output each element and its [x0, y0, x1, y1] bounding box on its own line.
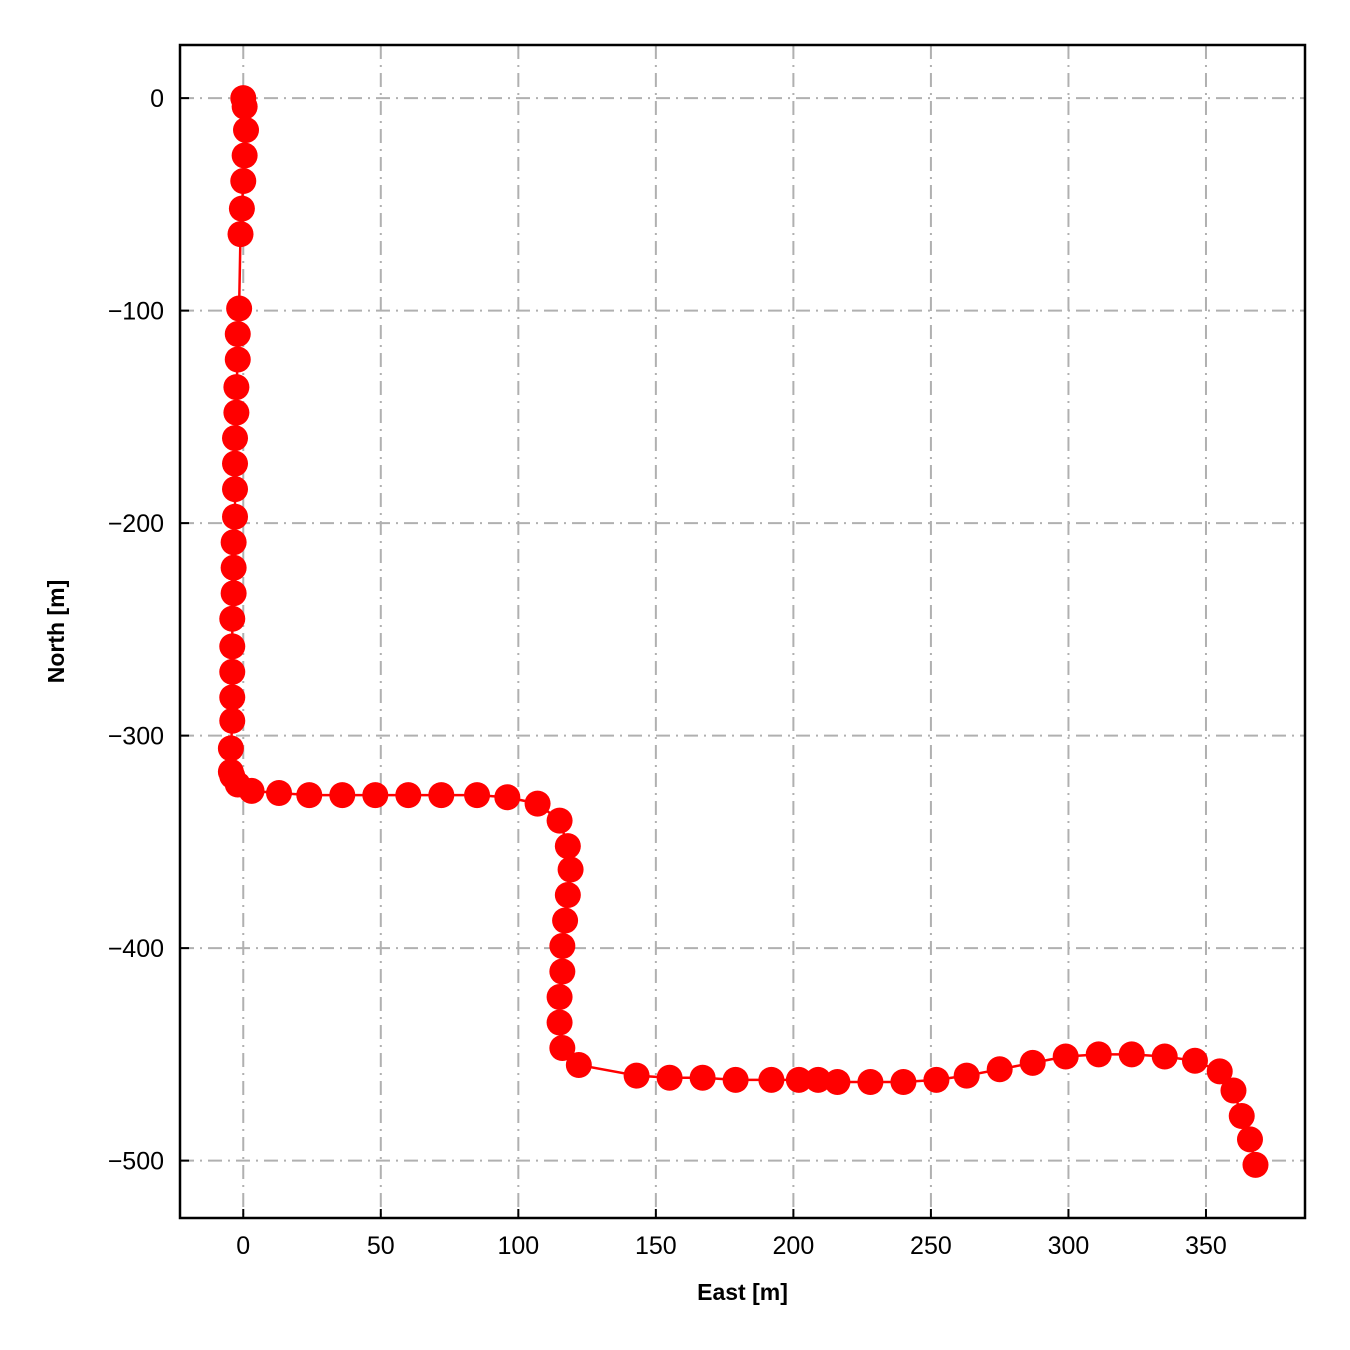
trajectory-point [857, 1069, 884, 1095]
y-axis-label: North [m] [43, 580, 69, 683]
trajectory-point [230, 168, 257, 194]
trajectory-point [329, 782, 356, 809]
trajectory-point [223, 399, 250, 426]
trajectory-point [824, 1069, 851, 1095]
trajectory-point [231, 93, 258, 120]
trajectory-point [1242, 1151, 1269, 1178]
trajectory-point [1151, 1043, 1178, 1070]
trajectory-point [1236, 1126, 1263, 1153]
trajectory-point [220, 529, 247, 556]
trajectory-point [223, 374, 250, 401]
trajectory-point [1118, 1041, 1145, 1068]
trajectory-point [1228, 1103, 1255, 1129]
trajectory-point [1181, 1047, 1208, 1074]
trajectory-point [1052, 1043, 1079, 1070]
trajectory-point [549, 1035, 576, 1061]
trajectory-point [890, 1069, 917, 1095]
trajectory-point [986, 1056, 1013, 1083]
trajectory-point [220, 580, 247, 607]
trajectory-point [219, 658, 246, 685]
x-tick-label: 350 [1185, 1232, 1227, 1260]
x-tick-label: 50 [367, 1232, 395, 1260]
y-tick-label: 0 [150, 85, 164, 113]
trajectory-point [1220, 1077, 1247, 1104]
trajectory-point [546, 807, 573, 834]
trajectory-point [238, 777, 265, 804]
trajectory-point [219, 707, 246, 734]
trajectory-point [758, 1066, 785, 1093]
trajectory-point [222, 450, 249, 477]
x-axis-label: East [m] [697, 1279, 788, 1305]
x-tick-label: 0 [236, 1232, 250, 1260]
trajectory-point [1085, 1041, 1112, 1068]
y-tick-label: −300 [108, 723, 164, 751]
trajectory-point [805, 1066, 832, 1093]
y-tick-label: −200 [108, 510, 164, 538]
trajectory-point [395, 782, 422, 809]
y-tick-label: −500 [108, 1148, 164, 1176]
grid [180, 45, 1305, 1218]
series-layer [217, 85, 1269, 1178]
x-tick-label: 200 [773, 1232, 815, 1260]
trajectory-point [552, 907, 579, 934]
trajectory-point [464, 782, 491, 809]
trajectory-point [228, 195, 255, 222]
x-tick-label: 100 [497, 1232, 539, 1260]
trajectory-point [554, 833, 581, 860]
x-tick-label: 250 [910, 1232, 952, 1260]
trajectory-point [953, 1062, 980, 1089]
trajectory-point [689, 1064, 716, 1091]
trajectory-point [362, 782, 389, 809]
trajectory-point [220, 554, 247, 581]
x-tick-label: 150 [635, 1232, 677, 1260]
trajectory-point [217, 735, 244, 762]
trajectory-point [224, 321, 251, 347]
trajectory-point [524, 790, 551, 817]
trajectory-point [219, 633, 246, 660]
trajectory-point [623, 1062, 650, 1089]
trajectory-point [554, 882, 581, 908]
trajectory-point [266, 780, 293, 806]
y-tick-label: −400 [108, 935, 164, 963]
trajectory-point [226, 295, 253, 322]
trajectory-point [722, 1066, 749, 1093]
trajectory-point [227, 221, 254, 248]
trajectory-point [219, 684, 246, 711]
x-tick-label: 300 [1048, 1232, 1090, 1260]
trajectory-point [1206, 1058, 1233, 1085]
trajectory-point [233, 117, 260, 143]
trajectory-point [428, 782, 455, 809]
trajectory-point [219, 605, 246, 632]
trajectory-point [785, 1066, 812, 1093]
trajectory-point [222, 476, 249, 503]
trajectory-point [656, 1064, 683, 1091]
trajectory-point [549, 933, 576, 959]
ticks: 0 50 100 150 200 250 300 350 0 −100 −200 −300 −400 −5… [108, 85, 1227, 1260]
trajectory-point [1019, 1049, 1046, 1076]
trajectory-point [222, 503, 249, 530]
plot-frame [178, 43, 1307, 1220]
trajectory-point [224, 346, 251, 373]
trajectory-point [557, 856, 584, 883]
trajectory-point [546, 1009, 573, 1036]
trajectory-point [231, 142, 258, 169]
trajectory-point [494, 784, 521, 811]
trajectory-point [549, 958, 576, 985]
trajectory-point [565, 1052, 592, 1078]
trajectory-point [222, 425, 249, 452]
trajectory-point [296, 782, 323, 809]
trajectory-point [923, 1066, 950, 1093]
y-tick-label: −100 [108, 298, 164, 326]
trajectory-point [546, 984, 573, 1010]
